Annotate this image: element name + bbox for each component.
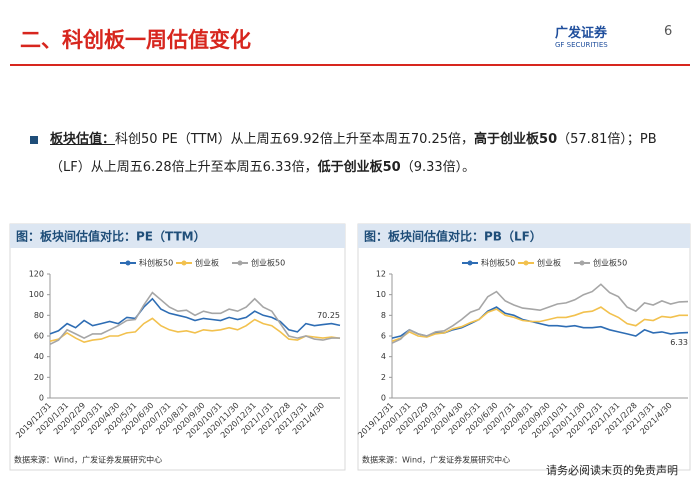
text: （57.81倍）；PB（LF）从上周五6.28倍上升至本周五6.33倍， <box>50 132 657 175</box>
chart-title: 图：板块间估值对比：PE（TTM） <box>16 229 206 244</box>
series-line <box>49 297 341 335</box>
y-tick-label: 20 <box>34 373 44 382</box>
y-tick-label: 0 <box>381 394 386 403</box>
y-tick-label: 8 <box>381 311 386 320</box>
legend-label: 创业板 <box>195 258 219 268</box>
legend-label: 创业板 <box>537 258 561 268</box>
y-tick-label: 0 <box>39 394 44 403</box>
chart-source: 数据来源：Wind，广发证券发展研究中心 <box>14 455 162 465</box>
page-number: 6 <box>664 24 673 39</box>
bullet: 板块估值：科创50 PE（TTM）从上周五69.92倍上升至本周五70.25倍，… <box>30 126 690 182</box>
legend-label: 科创板50 <box>139 258 173 268</box>
legend-marker <box>467 260 473 266</box>
legend-label: 创业板50 <box>593 258 627 268</box>
series-line <box>49 317 341 344</box>
y-tick-label: 80 <box>34 311 44 320</box>
y-tick-label: 10 <box>376 290 386 299</box>
y-tick-label: 2 <box>381 373 386 382</box>
y-tick-label: 60 <box>34 332 44 341</box>
y-tick-label: 100 <box>29 290 44 299</box>
legend-marker <box>579 260 585 266</box>
text: 科创50 PE（TTM）从上周五69.92倍上升至本周五70.25倍， <box>115 132 475 147</box>
series-line <box>391 283 689 344</box>
legend-marker <box>237 260 243 266</box>
text-bold: 低于创业板50 <box>317 160 401 175</box>
text-bold: 高于创业板50 <box>474 132 558 147</box>
chart-header <box>358 224 690 248</box>
y-tick-label: 6 <box>381 332 386 341</box>
legend-marker <box>125 260 131 266</box>
legend-marker <box>523 260 529 266</box>
series-line <box>391 306 688 342</box>
legend-label: 科创板50 <box>481 258 515 268</box>
y-tick-label: 12 <box>376 270 386 279</box>
annotation: 70.25 <box>317 311 340 320</box>
slide-title: 二、科创板一周估值变化 <box>20 28 251 52</box>
y-tick-label: 40 <box>34 352 44 361</box>
y-tick-label: 4 <box>381 352 386 361</box>
chart-source: 数据来源：Wind，广发证券发展研究中心 <box>362 455 510 465</box>
text: （9.33倍）。 <box>400 160 476 175</box>
title-rule <box>10 64 690 66</box>
legend-label: 创业板50 <box>251 258 285 268</box>
series-line <box>49 291 340 346</box>
logo-en: GF SECURITIES <box>555 41 608 49</box>
y-tick-label: 120 <box>29 270 44 279</box>
logo-cn: 广发证券 <box>555 26 608 41</box>
chart-title: 图：板块间估值对比：PB（LF） <box>364 229 542 244</box>
bullet-label: 板块估值： <box>50 132 116 147</box>
annotation: 6.33 <box>670 338 688 347</box>
legend-marker <box>181 260 187 266</box>
disclaimer: 请务必阅读末页的免责声明 <box>546 464 678 477</box>
chart-header <box>10 224 345 248</box>
logo: 广发证券 GF SECURITIES <box>555 22 608 49</box>
